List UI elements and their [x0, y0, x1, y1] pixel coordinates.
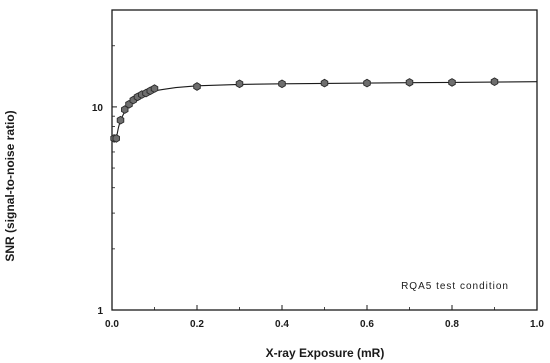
data-point [150, 84, 159, 93]
data-point [278, 79, 286, 89]
x-tick-label: 1.0 [530, 319, 544, 330]
x-tick-label: 0.6 [360, 319, 374, 330]
x-tick-label: 0.0 [105, 319, 119, 330]
data-point [235, 79, 244, 89]
x-tick-label: 0.2 [190, 319, 204, 330]
y-axis-title: SNR (signal-to-noise ratio) [3, 110, 17, 261]
fit-curve [115, 81, 538, 139]
annotation-rqa5: RQA5 test condition [401, 281, 509, 292]
data-point [112, 134, 120, 143]
y-tick-label: 1 [97, 306, 103, 317]
plot-layer: 0.0 0.2 0.4 0.6 0.8 1.0 1 10 [92, 9, 544, 330]
data-point [448, 78, 456, 87]
data-point [490, 77, 499, 87]
data-point [193, 82, 201, 91]
data-point [320, 78, 329, 88]
data-point [363, 78, 371, 88]
x-tick-label: 0.4 [275, 319, 289, 330]
data-point [116, 115, 125, 125]
data-point [405, 78, 414, 87]
x-tick-label: 0.8 [445, 319, 459, 330]
x-axis-title: X-ray Exposure (mR) [266, 346, 385, 360]
plot-frame [111, 9, 538, 311]
y-tick-label: 10 [92, 103, 104, 114]
